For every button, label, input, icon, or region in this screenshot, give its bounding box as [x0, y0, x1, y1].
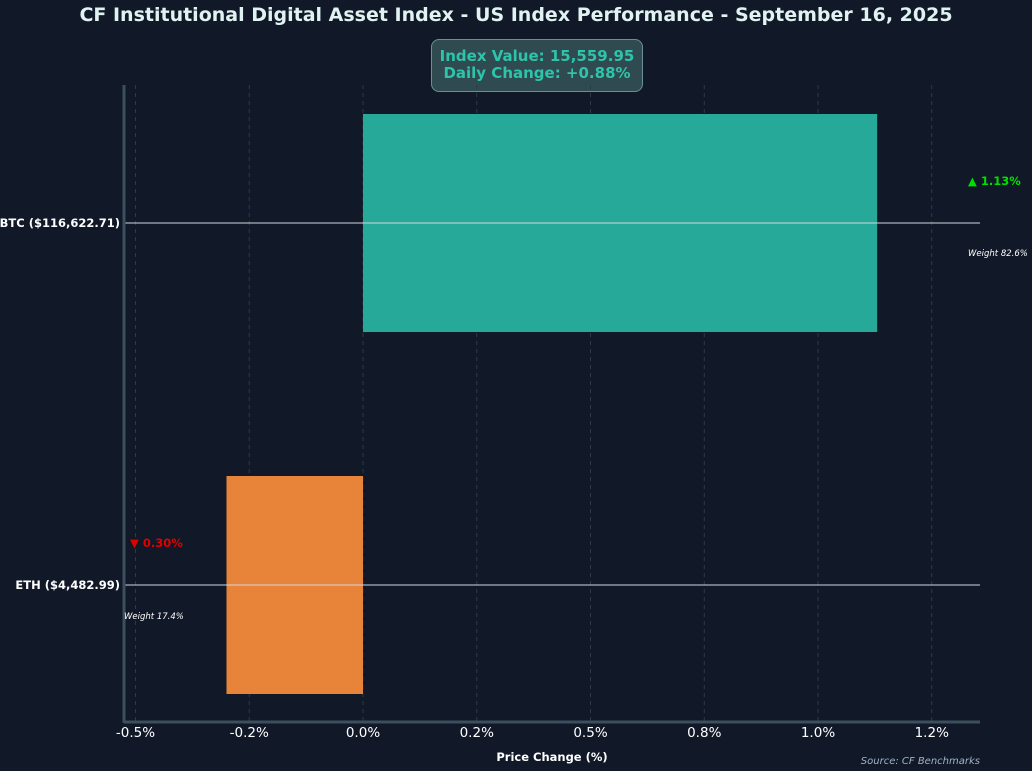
chart-title: CF Institutional Digital Asset Index - U… — [79, 4, 953, 26]
change-label: ▲ 1.13% — [968, 174, 1021, 188]
weight-label: Weight 82.6% — [968, 249, 1028, 259]
change-label: ▼ 0.30% — [130, 536, 183, 550]
x-tick-label: 0.0% — [346, 725, 380, 741]
daily-change-text: Daily Change: +0.88% — [443, 64, 631, 82]
index-value-box: Index Value: 15,559.95 Daily Change: +0.… — [431, 39, 643, 92]
category-label: ETH ($4,482.99) — [15, 578, 120, 592]
category-label: BTC ($116,622.71) — [0, 216, 120, 230]
x-tick-label: 0.8% — [687, 725, 721, 741]
source-note: Source: CF Benchmarks — [861, 756, 980, 767]
x-tick-label: 0.5% — [573, 725, 607, 741]
x-tick-label: -0.2% — [230, 725, 269, 741]
weight-label: Weight 17.4% — [124, 612, 184, 622]
x-tick-label: -0.5% — [116, 725, 155, 741]
x-tick-label: 0.2% — [460, 725, 494, 741]
index-value-text: Index Value: 15,559.95 — [439, 47, 635, 65]
x-tick-label: 1.2% — [915, 725, 949, 741]
x-axis-label: Price Change (%) — [496, 750, 607, 764]
x-tick-label: 1.0% — [801, 725, 835, 741]
